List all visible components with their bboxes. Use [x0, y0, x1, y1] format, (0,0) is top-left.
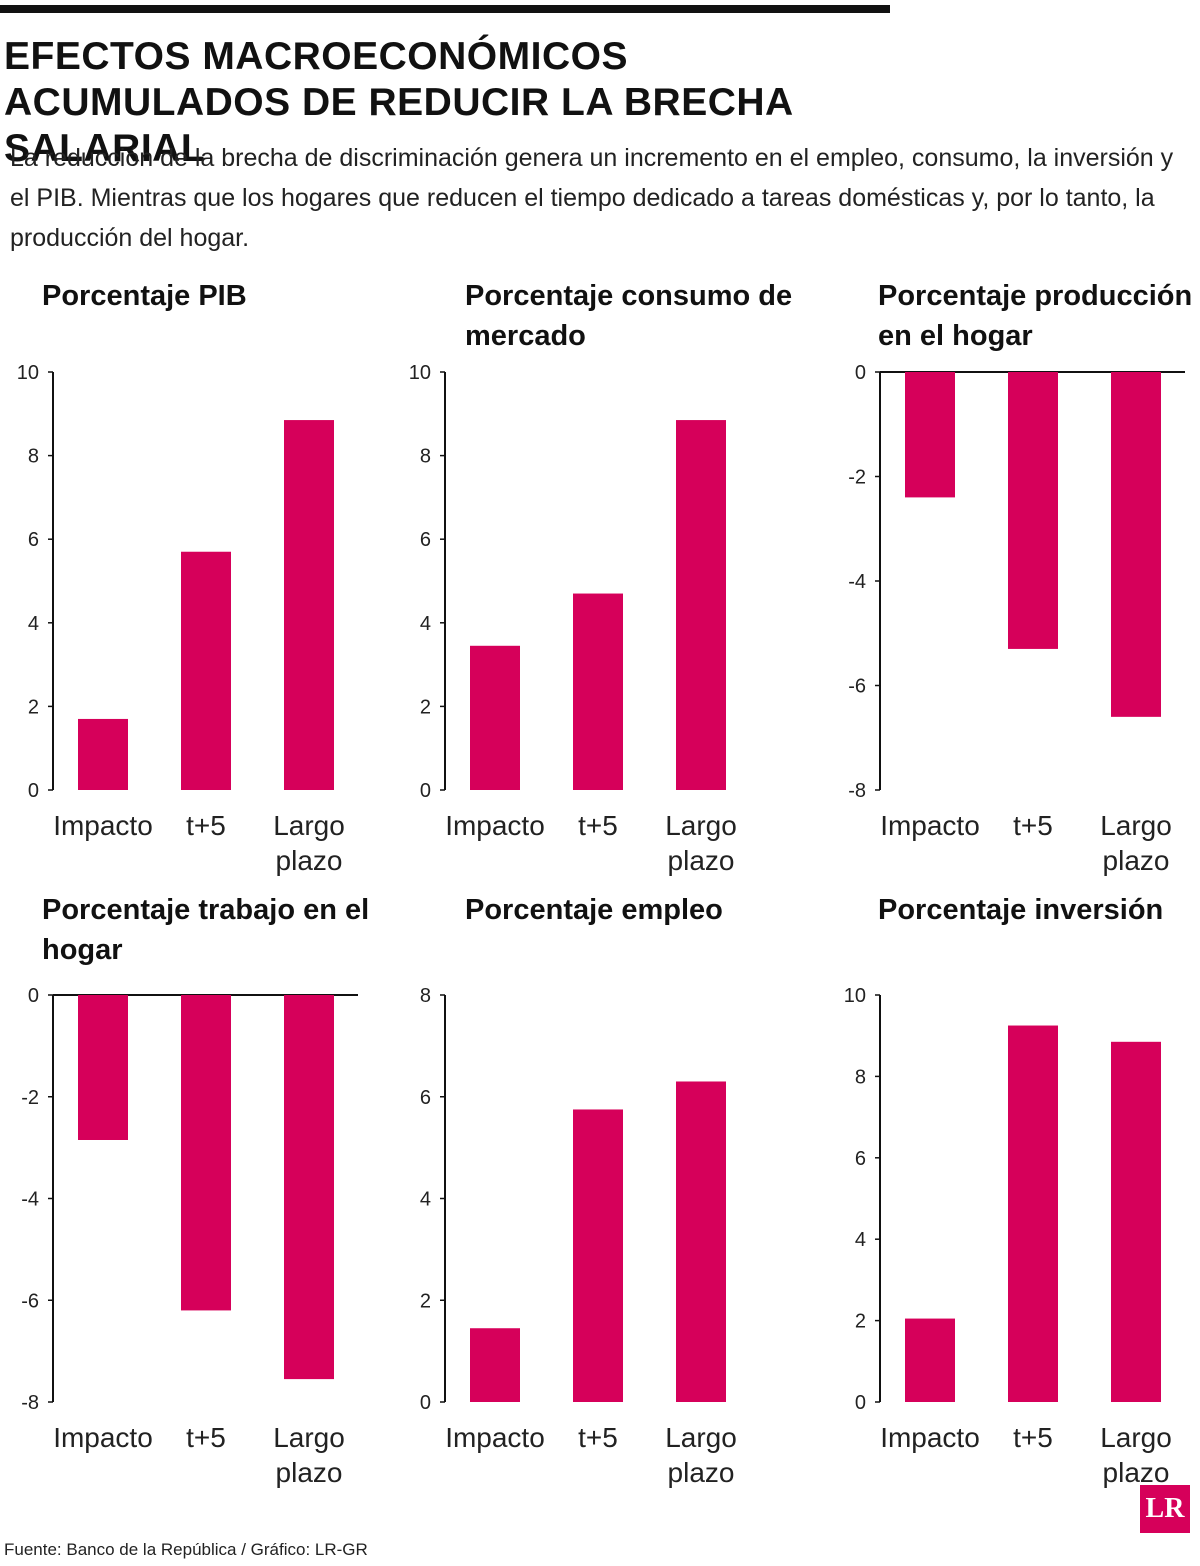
y-tick-label: 10 — [409, 362, 431, 384]
bar — [676, 420, 726, 790]
x-tick-label: t+5 — [578, 810, 618, 841]
y-tick-label: -8 — [848, 780, 866, 802]
x-tick-label: Largo plazo — [273, 810, 345, 876]
y-tick-label: -8 — [21, 1392, 39, 1414]
bar — [470, 645, 520, 790]
x-tick-label: Largo plazo — [665, 1422, 737, 1488]
x-tick-label: Impacto — [53, 810, 153, 841]
bar — [1111, 1041, 1161, 1402]
y-tick-label: 6 — [420, 529, 431, 551]
bar — [470, 1328, 520, 1402]
bar — [573, 1109, 623, 1402]
y-tick-label: 0 — [420, 780, 431, 802]
chart-title: Porcentaje consumo de mercado — [465, 280, 793, 352]
title: EFECTOS MACROECONÓMICOS ACUMULADOS DE RE… — [4, 35, 793, 170]
x-tick-label: Largo plazo — [1100, 1422, 1172, 1488]
x-tick-label: Impacto — [445, 1422, 545, 1453]
y-tick-label: -2 — [848, 467, 866, 489]
x-tick-label: Largo plazo — [273, 1422, 345, 1488]
chart-title: Porcentaje producción en el hogar — [878, 280, 1193, 352]
x-tick-label: t+5 — [1013, 810, 1053, 841]
x-tick-label: t+5 — [186, 810, 226, 841]
bar — [181, 551, 231, 790]
subtitle: La reducción de la brecha de discriminac… — [10, 144, 1174, 252]
bar — [905, 1318, 955, 1402]
y-tick-label: 4 — [420, 613, 431, 635]
x-tick-label: Impacto — [880, 1422, 980, 1453]
y-tick-label: 6 — [28, 529, 39, 551]
y-tick-label: 0 — [420, 1392, 431, 1414]
y-tick-label: 0 — [28, 780, 39, 802]
y-tick-label: 2 — [28, 696, 39, 718]
y-tick-label: 8 — [28, 446, 39, 468]
x-tick-label: t+5 — [186, 1422, 226, 1453]
y-tick-label: 0 — [855, 362, 866, 384]
y-tick-label: 2 — [420, 696, 431, 718]
bar — [905, 372, 955, 498]
y-tick-label: -4 — [848, 571, 866, 593]
y-tick-label: 4 — [420, 1189, 431, 1211]
x-tick-label: Impacto — [445, 810, 545, 841]
y-tick-label: 4 — [28, 613, 39, 635]
bar — [78, 995, 128, 1140]
x-tick-label: Largo plazo — [1100, 810, 1172, 876]
y-tick-label: 10 — [844, 985, 866, 1007]
y-tick-label: 2 — [420, 1290, 431, 1312]
y-tick-label: 6 — [855, 1148, 866, 1170]
y-tick-label: 2 — [855, 1311, 866, 1333]
x-tick-label: t+5 — [578, 1422, 618, 1453]
bar — [284, 420, 334, 790]
bar — [573, 593, 623, 790]
bar — [78, 718, 128, 790]
chart-title: Porcentaje trabajo en el hogar — [42, 894, 370, 966]
logo: LR — [1140, 1485, 1190, 1533]
y-tick-label: -4 — [21, 1189, 39, 1211]
y-tick-label: 8 — [855, 1066, 866, 1088]
x-tick-label: t+5 — [1013, 1422, 1053, 1453]
y-tick-label: 10 — [17, 362, 39, 384]
chart-title: Porcentaje inversión — [878, 894, 1164, 926]
y-tick-label: -6 — [21, 1290, 39, 1312]
bar — [1008, 1025, 1058, 1402]
y-tick-label: -2 — [21, 1087, 39, 1109]
bar — [1008, 372, 1058, 649]
x-tick-label: Impacto — [880, 810, 980, 841]
y-tick-label: 8 — [420, 446, 431, 468]
y-tick-label: 0 — [855, 1392, 866, 1414]
bar — [1111, 372, 1161, 717]
chart-title: Porcentaje empleo — [465, 894, 723, 926]
y-tick-label: 4 — [855, 1229, 866, 1251]
y-tick-label: 0 — [28, 985, 39, 1007]
bar — [676, 1081, 726, 1402]
source: Fuente: Banco de la República / Gráfico:… — [4, 1540, 368, 1559]
top-rule — [0, 5, 890, 13]
bar — [181, 995, 231, 1311]
x-tick-label: Impacto — [53, 1422, 153, 1453]
y-tick-label: 6 — [420, 1087, 431, 1109]
y-tick-label: -6 — [848, 676, 866, 698]
x-tick-label: Largo plazo — [665, 810, 737, 876]
chart-title: Porcentaje PIB — [42, 280, 247, 312]
y-tick-label: 8 — [420, 985, 431, 1007]
bar — [284, 995, 334, 1380]
